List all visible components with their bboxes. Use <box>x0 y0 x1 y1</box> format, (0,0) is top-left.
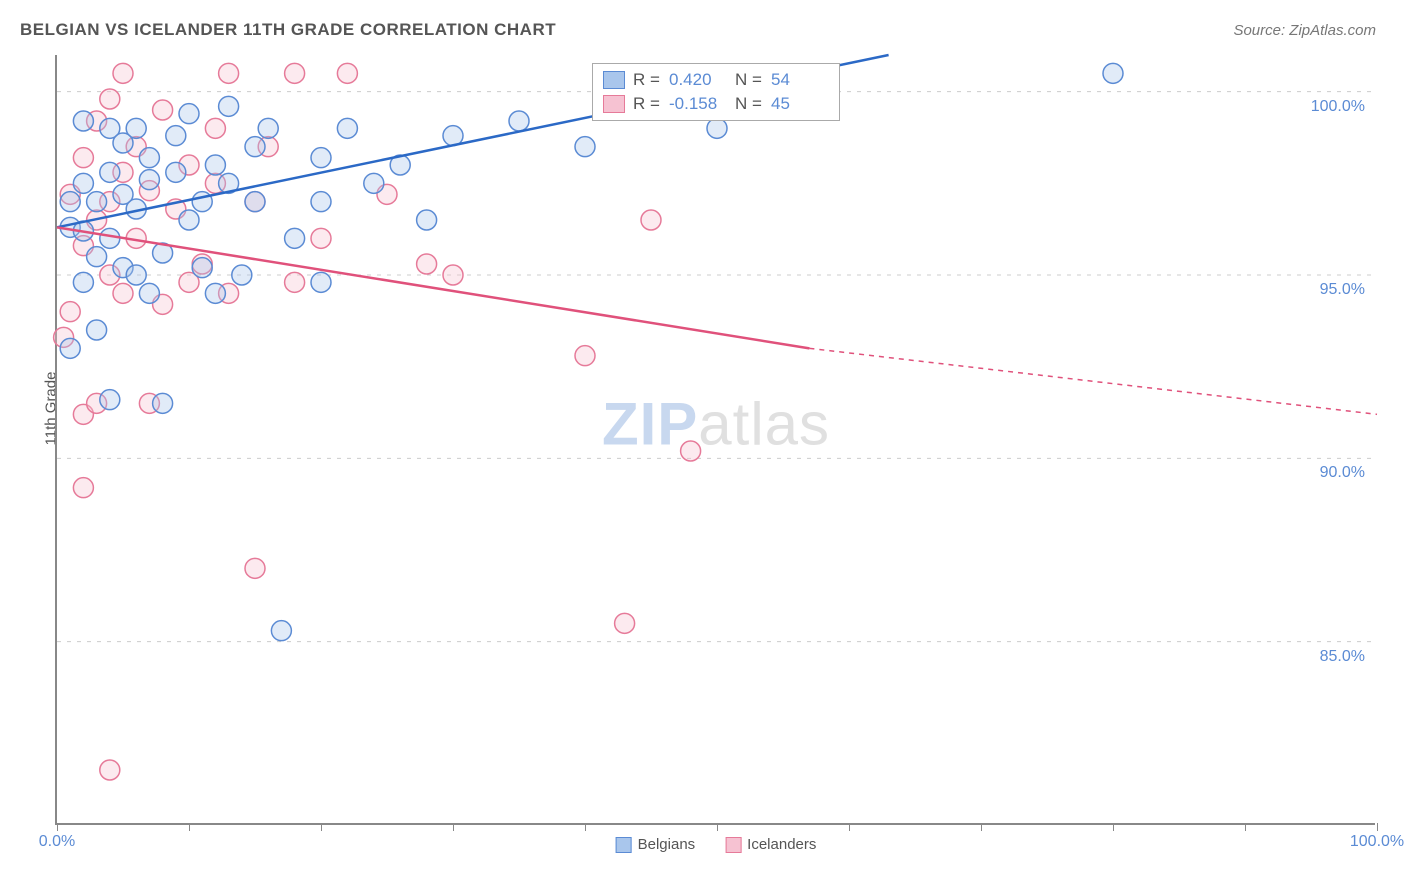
legend-swatch <box>725 837 741 853</box>
series-label: Belgians <box>638 836 696 853</box>
y-tick-label: 90.0% <box>1320 464 1365 482</box>
r-label: R = <box>633 70 661 90</box>
legend-swatch <box>603 95 625 113</box>
r-value: 0.420 <box>669 70 727 90</box>
x-tick <box>717 823 718 831</box>
chart-title: BELGIAN VS ICELANDER 11TH GRADE CORRELAT… <box>20 20 556 40</box>
correlation-legend-row: R = 0.420 N = 54 <box>603 68 829 92</box>
y-tick-label: 100.0% <box>1311 98 1365 116</box>
x-tick <box>321 823 322 831</box>
series-label: Icelanders <box>747 836 816 853</box>
r-value: -0.158 <box>669 94 727 114</box>
x-tick <box>1377 823 1378 831</box>
n-label: N = <box>735 94 763 114</box>
y-tick-label: 85.0% <box>1320 648 1365 666</box>
x-tick-label: 0.0% <box>39 833 75 851</box>
chart-plot-area: ZIPatlas R =0.420N =54R =-0.158N =45 Bel… <box>55 55 1375 825</box>
n-value: 45 <box>771 94 829 114</box>
x-tick <box>1245 823 1246 831</box>
x-tick <box>189 823 190 831</box>
correlation-legend: R = 0.420 N = 54 R = -0.158 N = 45 <box>592 63 840 121</box>
series-legend-item: Icelanders <box>725 836 816 853</box>
correlation-legend-row: R = -0.158 N = 45 <box>603 92 829 116</box>
r-label: R = <box>633 94 661 114</box>
series-legend: Belgians Icelanders <box>616 836 817 853</box>
x-tick <box>981 823 982 831</box>
y-tick-label: 95.0% <box>1320 281 1365 299</box>
n-value: 54 <box>771 70 829 90</box>
legend-swatch <box>603 71 625 89</box>
x-tick <box>453 823 454 831</box>
x-tick <box>57 823 58 831</box>
legend-swatch <box>616 837 632 853</box>
x-tick <box>1113 823 1114 831</box>
source-label: Source: ZipAtlas.com <box>1233 22 1376 39</box>
x-tick <box>849 823 850 831</box>
n-label: N = <box>735 70 763 90</box>
x-tick-label: 100.0% <box>1350 833 1404 851</box>
chart-svg <box>57 55 1375 823</box>
series-legend-item: Belgians <box>616 836 696 853</box>
x-tick <box>585 823 586 831</box>
